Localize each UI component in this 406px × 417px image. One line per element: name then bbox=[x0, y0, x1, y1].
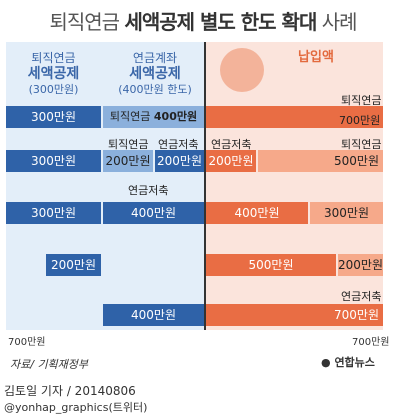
row2-acct-label-2: 연금저축 bbox=[158, 138, 199, 151]
row2-pay-label-1: 연금저축 bbox=[211, 138, 252, 151]
row1-payment bbox=[206, 106, 383, 128]
row3-acct-label: 연금저축 bbox=[128, 184, 169, 197]
row5-account-credit: 400만원 bbox=[103, 304, 204, 326]
header-account-credit: 연금계좌 세액공제 (400만원 한도) bbox=[118, 51, 192, 96]
row2-payment-1: 200만원 bbox=[206, 150, 256, 172]
header-payment: 납입액 bbox=[298, 50, 334, 65]
source: 자료/ 기획재정부 bbox=[10, 358, 89, 371]
row2-pension-credit: 300만원 bbox=[6, 150, 101, 172]
row3-payment-1: 400만원 bbox=[206, 202, 308, 224]
row4-pension-credit: 200만원 bbox=[46, 254, 101, 276]
row2-pay-label-2: 퇴직연금 bbox=[341, 138, 382, 151]
yonhap-logo: ● 연합뉴스 bbox=[321, 356, 375, 369]
row1-pension-credit: 300만원 bbox=[6, 106, 101, 128]
credit-line-1: 김토일 기자 / 20140806 bbox=[4, 384, 136, 398]
money-bag-icon bbox=[220, 48, 264, 92]
axis-right-label: 700만원 bbox=[352, 337, 390, 348]
axis-left-label: 700만원 bbox=[8, 337, 46, 348]
row3-account-credit: 400만원 bbox=[103, 202, 204, 224]
row3-pension-credit: 300만원 bbox=[6, 202, 101, 224]
row5-pay-label: 연금저축 bbox=[341, 290, 382, 303]
center-axis bbox=[204, 42, 206, 330]
row2-payment-2: 500만원 bbox=[258, 150, 383, 172]
row1-pay-label: 퇴직연금 bbox=[341, 94, 382, 107]
header-pension-credit: 퇴직연금 세액공제 (300만원) bbox=[27, 51, 80, 96]
row1-pay-value: 700만원 bbox=[339, 114, 381, 127]
row4-payment-2: 200만원 bbox=[338, 254, 383, 276]
row4-payment-1: 500만원 bbox=[206, 254, 336, 276]
row2-account-credit-2: 200만원 bbox=[155, 150, 204, 172]
row2-acct-label-1: 퇴직연금 bbox=[108, 138, 149, 151]
credit-background bbox=[6, 42, 204, 330]
chart-panel: 퇴직연금 세액공제 (300만원) 연금계좌 세액공제 (400만원 한도) 납… bbox=[6, 42, 383, 330]
page-title: 퇴직연금 세액공제 별도 한도 확대 사례 bbox=[49, 10, 357, 34]
row1-account-credit: 퇴직연금 400만원 bbox=[103, 106, 204, 128]
credit-line-2: @yonhap_graphics(트위터) bbox=[4, 401, 148, 414]
row2-account-credit-1: 200만원 bbox=[103, 150, 153, 172]
row5-payment: 700만원 bbox=[206, 304, 383, 326]
row3-payment-2: 300만원 bbox=[310, 202, 383, 224]
